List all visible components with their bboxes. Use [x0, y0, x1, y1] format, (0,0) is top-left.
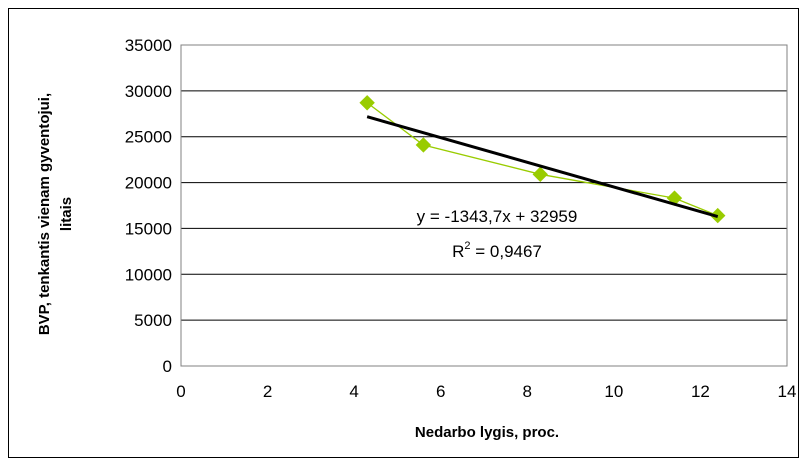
y-tick-label: 5000 [134, 311, 172, 330]
y-tick-labels: 0 5000 10000 15000 20000 25000 30000 35000 [125, 36, 172, 376]
data-point-marker [415, 137, 432, 153]
y-tick-label: 20000 [125, 174, 172, 193]
y-axis-label-line-1: BVP, tenkantis vienam gyventojui, [36, 93, 53, 335]
y-tick-label: 35000 [125, 36, 172, 55]
y-tick-label: 30000 [125, 82, 172, 101]
r2-value: = 0,9467 [471, 242, 542, 261]
plot-area [180, 44, 788, 367]
y-tick-label: 15000 [125, 219, 172, 238]
series-group [359, 95, 726, 224]
trendline [366, 115, 719, 218]
x-tick-label: 4 [349, 382, 358, 401]
data-point-marker [359, 95, 375, 111]
x-axis-label: Nedarbo lygis, proc. [415, 424, 559, 441]
trendline-equation: y = -1343,7x + 32959 [417, 207, 578, 226]
x-tick-label: 6 [436, 382, 445, 401]
gridlines [181, 44, 787, 367]
x-tick-label: 8 [523, 382, 532, 401]
y-tick-label: 0 [163, 357, 172, 376]
y-tick-label: 10000 [125, 265, 172, 284]
x-tick-label: 2 [263, 382, 272, 401]
x-tick-label: 0 [176, 382, 185, 401]
trendline-group [366, 115, 719, 218]
data-point-marker [532, 166, 548, 183]
x-tick-labels: 0 2 4 6 8 10 12 14 [176, 382, 796, 401]
series-line [366, 102, 718, 217]
r2-symbol: R [452, 242, 464, 261]
x-tick-label: 14 [778, 382, 797, 401]
r-squared-label: R2 = 0,9467 [452, 240, 542, 261]
r2-superscript: 2 [464, 240, 470, 252]
x-tick-label: 10 [604, 382, 623, 401]
y-axis-label-line-2: litais [58, 197, 75, 231]
y-tick-label: 25000 [125, 128, 172, 147]
chart-frame [8, 8, 799, 458]
x-tick-label: 12 [691, 382, 710, 401]
